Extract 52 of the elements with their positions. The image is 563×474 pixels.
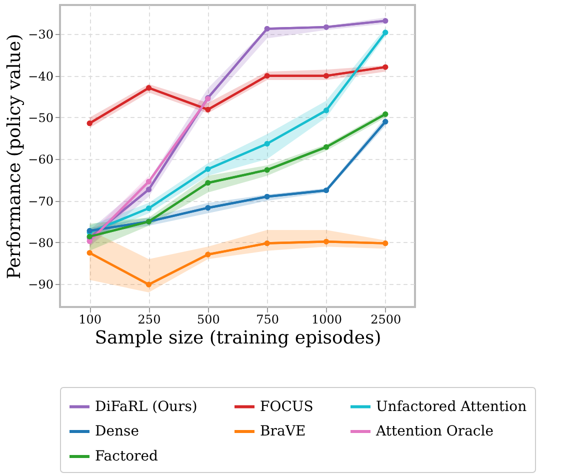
x-tick-label: 250 — [138, 312, 161, 326]
point — [324, 24, 329, 30]
point — [382, 118, 388, 124]
x-tick-label: 1000 — [311, 312, 342, 326]
point — [324, 238, 329, 244]
point — [382, 111, 388, 117]
point — [264, 240, 270, 246]
point — [382, 64, 388, 70]
point — [264, 73, 270, 79]
point — [205, 166, 211, 172]
point — [264, 194, 270, 200]
point — [264, 26, 270, 32]
point — [324, 108, 329, 114]
y-axis-title: Performance (policy value) — [4, 34, 26, 280]
point — [86, 250, 92, 256]
y-tick-label: −90 — [28, 278, 54, 292]
point — [205, 106, 211, 112]
legend-label: Attention Oracle — [375, 424, 494, 440]
point — [205, 252, 211, 258]
legend-label: Unfactored Attention — [376, 398, 527, 415]
point — [382, 30, 388, 36]
point — [382, 240, 388, 246]
point — [146, 282, 152, 288]
point — [146, 178, 152, 184]
point — [264, 140, 270, 146]
x-tick-label: 100 — [78, 312, 102, 326]
point — [146, 206, 152, 212]
x-axis-title: Sample size (training episodes) — [94, 328, 382, 348]
legend-label: FOCUS — [260, 398, 314, 415]
point — [205, 180, 211, 186]
y-tick-label: −50 — [28, 110, 54, 125]
x-tick-label: 500 — [196, 312, 220, 326]
y-tick-label: −80 — [28, 236, 54, 250]
point — [146, 85, 152, 91]
x-tick-label: 750 — [256, 312, 280, 326]
point — [146, 186, 152, 192]
y-tick-label: −40 — [28, 69, 54, 84]
y-tick-label: −70 — [28, 194, 54, 208]
point — [324, 144, 329, 150]
point — [382, 18, 388, 24]
point — [324, 73, 329, 79]
point — [324, 188, 329, 194]
legend-label: BraVE — [260, 424, 306, 440]
point — [86, 120, 92, 126]
y-tick-label: −60 — [28, 152, 54, 167]
legend-label: Factored — [95, 448, 158, 464]
point — [205, 205, 211, 211]
x-tick-label: 2500 — [370, 312, 402, 326]
y-tick-label: −30 — [28, 28, 54, 42]
point — [264, 167, 270, 173]
legend-label: DiFaRL (Ours) — [95, 398, 198, 415]
legend-label: Dense — [95, 424, 139, 440]
